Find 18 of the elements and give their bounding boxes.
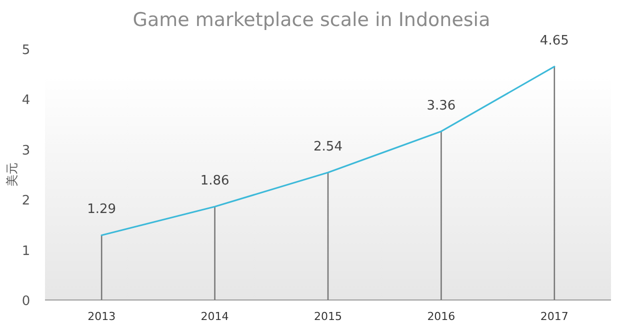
y-tick-label: 3 xyxy=(22,143,30,158)
data-label: 1.29 xyxy=(87,202,116,218)
y-tick-label: 1 xyxy=(22,244,30,259)
y-tick-label: 2 xyxy=(22,194,30,209)
x-tick-label: 2015 xyxy=(314,310,342,323)
data-label: 3.36 xyxy=(426,98,456,114)
y-tick-label: 0 xyxy=(22,294,30,309)
data-label: 4.65 xyxy=(540,34,569,49)
x-tick-label: 2014 xyxy=(200,310,229,323)
y-tick-label: 4 xyxy=(22,93,30,108)
y-tick-label: 5 xyxy=(22,43,30,58)
y-axis-title: 美元 xyxy=(5,162,19,186)
x-tick-label: 2016 xyxy=(427,310,456,323)
x-tick-label: 2013 xyxy=(88,310,116,323)
chart-title: Game marketplace scale in Indonesia xyxy=(132,9,490,31)
data-label: 1.86 xyxy=(200,174,230,189)
data-label: 2.54 xyxy=(314,139,342,154)
x-tick-label: 2017 xyxy=(540,310,568,323)
